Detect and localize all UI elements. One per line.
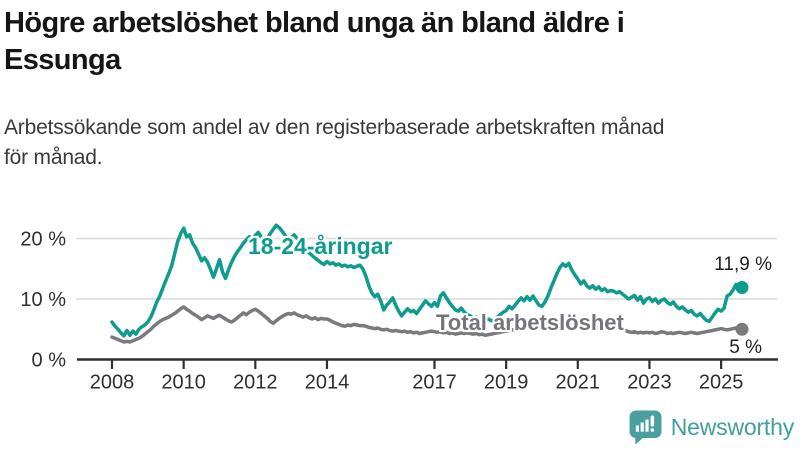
x-axis-tick-label: 2017 [412,372,457,394]
series-label-total: Total arbetslöshet [436,310,624,335]
chart-subtitle-line1: Arbetssökande som andel av den registerb… [4,116,665,139]
x-axis-tick-label: 2023 [627,372,672,394]
newsworthy-logo-icon [629,410,662,445]
series-label-young: 18-24-åringar [248,233,393,259]
end-value-label-total: 5 % [729,337,762,358]
x-axis-tick-label: 2019 [484,372,529,394]
series-line-young [110,223,744,338]
x-axis-tick-label: 2014 [305,372,350,394]
x-axis-tick-label: 2021 [556,372,601,394]
series-end-dot-young [735,281,749,295]
y-axis-tick-label: 0 % [32,350,67,372]
series-end-dot-total [735,322,749,336]
newsworthy-logo-text: Newsworthy [670,414,794,440]
chart-subtitle: Arbetssökande som andel av den registerb… [4,113,796,173]
chart-title-line1: Högre arbetslöshet bland unga än bland ä… [4,7,625,39]
chart-title: Högre arbetslöshet bland unga än bland ä… [4,5,796,79]
y-axis-tick-label: 10 % [20,289,66,311]
chart-subtitle-line2: för månad. [4,146,103,169]
x-axis-tick-label: 2012 [233,372,278,394]
end-value-label-young: 11,9 % [714,254,772,275]
y-axis-tick-label: 20 % [20,229,66,251]
series-line-total [110,305,744,344]
x-axis-tick-label: 2025 [699,372,744,394]
chart-title-line2: Essunga [4,44,121,76]
newsworthy-logo: Newsworthy [629,410,794,445]
x-axis-tick-label: 2008 [90,372,135,394]
x-axis-tick-label: 2010 [161,372,206,394]
